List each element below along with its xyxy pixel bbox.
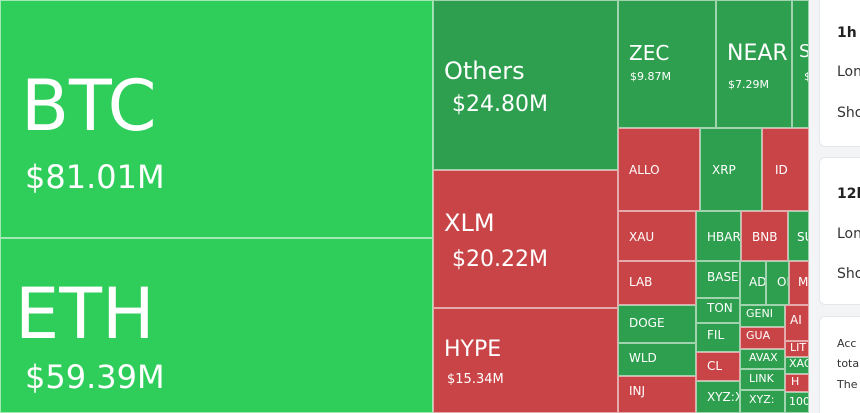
treemap-tile-geni[interactable]: GENI	[740, 305, 785, 327]
tile-symbol: NEAR	[727, 41, 788, 66]
tile-symbol: ID	[775, 163, 788, 177]
treemap-tile-cl[interactable]: CL	[696, 352, 740, 381]
treemap-tile-m[interactable]: M	[789, 261, 809, 305]
short-label: Sho	[837, 266, 860, 282]
tile-symbol: S	[799, 43, 808, 61]
treemap-tile-wld[interactable]: WLD	[618, 343, 696, 376]
treemap-tile-s[interactable]: S$	[792, 0, 809, 128]
timeframe-card-12h: 12h Lon Sho	[819, 157, 860, 305]
treemap-tile-lit[interactable]: LIT	[785, 341, 809, 357]
tile-value: $7.29M	[728, 78, 769, 91]
tile-symbol: WLD	[629, 351, 657, 365]
tile-value: $81.01M	[25, 158, 165, 196]
tile-symbol: XAG	[789, 357, 808, 370]
info-card: Acc tota The	[819, 316, 860, 413]
treemap-tile-ad[interactable]: AD	[740, 261, 766, 305]
short-label: Sho	[837, 105, 860, 121]
tile-symbol: FIL	[707, 328, 725, 342]
tile-symbol: GUA	[746, 329, 771, 342]
tile-symbol: 100	[789, 395, 809, 408]
tile-symbol: Others	[444, 57, 525, 85]
tile-value: $15.34M	[447, 372, 504, 387]
info-text-line: tota	[837, 357, 860, 370]
tile-symbol: LINK	[749, 372, 774, 385]
info-text-line: Acc	[837, 337, 857, 350]
treemap-tile-link[interactable]: LINK	[740, 369, 785, 390]
tile-symbol: ON	[777, 275, 788, 289]
treemap-tile-eth[interactable]: ETH $59.39M	[0, 238, 433, 413]
treemap-tile-zec[interactable]: ZEC $9.87M	[618, 0, 716, 128]
tile-value: $	[804, 71, 808, 82]
treemap-tile-hbar[interactable]: HBAR	[696, 211, 741, 261]
tile-symbol: CL	[707, 359, 723, 373]
tile-symbol: HYPE	[444, 337, 502, 362]
liquidation-treemap: BTC $81.01M ETH $59.39M Others $24.80M XLM $20.…	[0, 0, 809, 413]
treemap-tile-xlm[interactable]: XLM $20.22M	[433, 170, 618, 308]
treemap-tile-near[interactable]: NEAR $7.29M	[716, 0, 792, 128]
tile-symbol: TON	[707, 301, 733, 315]
tile-symbol: HBAR	[707, 230, 741, 244]
treemap-tile-su[interactable]: SU	[788, 211, 809, 261]
treemap-tile-gua[interactable]: GUA	[740, 327, 785, 349]
tile-symbol: XYZ:X	[707, 390, 740, 404]
stats-sidebar: 1h Lon Sho 12h Lon Sho Acc tota The	[809, 0, 860, 413]
treemap-tile-id[interactable]: ID	[762, 128, 809, 211]
long-label: Lon	[837, 226, 860, 242]
treemap-tile-xyz-[interactable]: XYZ:	[740, 390, 785, 413]
tile-symbol: LAB	[629, 275, 653, 289]
treemap-tile-on[interactable]: ON	[766, 261, 789, 305]
tile-symbol: AVAX	[749, 351, 778, 364]
tile-symbol: SU	[797, 230, 808, 244]
tile-value: $9.87M	[630, 70, 671, 83]
tile-symbol: XLM	[444, 209, 495, 237]
treemap-tile-allo[interactable]: ALLO	[618, 128, 700, 211]
treemap-tile-base[interactable]: BASE	[696, 261, 740, 298]
tile-symbol: ALLO	[629, 163, 660, 177]
treemap-tile-fil[interactable]: FIL	[696, 323, 740, 352]
timeframe-card-1h: 1h Lon Sho	[819, 0, 860, 147]
tile-symbol: LIT	[790, 341, 807, 354]
tile-symbol: INJ	[629, 384, 646, 398]
treemap-tile-xrp[interactable]: XRP	[700, 128, 762, 211]
tile-symbol: ZEC	[629, 41, 670, 65]
tile-symbol: BASE	[707, 270, 739, 284]
treemap-tile-hype[interactable]: HYPE $15.34M	[433, 308, 618, 413]
treemap-tile-ai[interactable]: AI	[785, 305, 809, 341]
treemap-tile-btc[interactable]: BTC $81.01M	[0, 0, 433, 238]
treemap-tile-bnb[interactable]: BNB	[741, 211, 788, 261]
tile-symbol: ETH	[15, 273, 155, 355]
tile-symbol: BTC	[21, 65, 157, 147]
info-text-line: The	[837, 378, 858, 391]
treemap-tile-avax[interactable]: AVAX	[740, 349, 785, 369]
tile-symbol: AI	[790, 313, 802, 327]
tile-symbol: M	[798, 275, 809, 289]
card-title: 12h	[837, 186, 860, 202]
card-title: 1h	[837, 25, 857, 41]
treemap-tile-inj[interactable]: INJ	[618, 376, 696, 413]
treemap-tile-xyz-x[interactable]: XYZ:X	[696, 381, 740, 413]
treemap-tile-xag[interactable]: XAG	[785, 357, 809, 374]
tile-symbol: XRP	[712, 163, 736, 177]
treemap-tile-doge[interactable]: DOGE	[618, 305, 696, 343]
tile-value: $24.80M	[452, 92, 548, 117]
treemap-tile-xau[interactable]: XAU	[618, 211, 696, 261]
tile-symbol: GENI	[746, 307, 773, 320]
treemap-tile-lab[interactable]: LAB	[618, 261, 696, 305]
tile-symbol: DOGE	[629, 316, 665, 330]
long-label: Lon	[837, 64, 860, 80]
tile-symbol: BNB	[752, 230, 778, 244]
treemap-tile-ton[interactable]: TON	[696, 298, 740, 323]
tile-symbol: AD	[749, 275, 766, 289]
tile-symbol: H	[791, 375, 800, 388]
treemap-tile-100[interactable]: 100	[785, 392, 809, 413]
tile-value: $20.22M	[452, 247, 548, 272]
tile-symbol: XAU	[629, 230, 655, 244]
treemap-tile-others[interactable]: Others $24.80M	[433, 0, 618, 170]
tile-value: $59.39M	[25, 358, 165, 396]
tile-symbol: XYZ:	[749, 393, 775, 406]
treemap-tile-h[interactable]: H	[785, 374, 809, 392]
